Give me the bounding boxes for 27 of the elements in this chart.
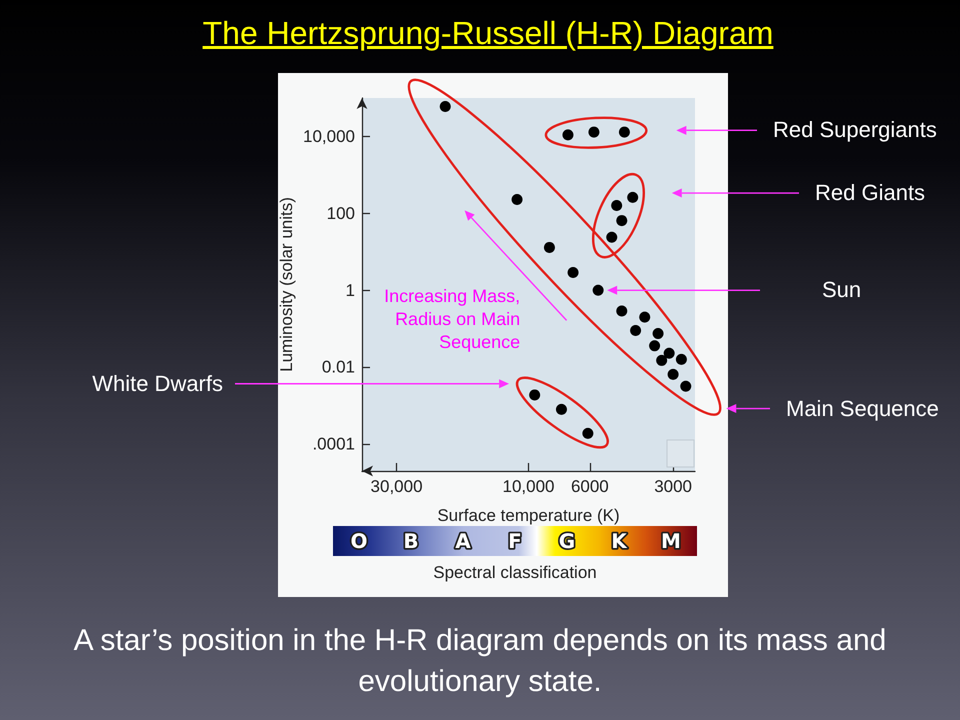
text: White Dwarfs — [92, 370, 223, 397]
y-axis-title: Luminosity (solar units) — [277, 197, 296, 372]
text: Spectral classification — [432, 563, 598, 583]
x-tick-label: 3000 — [654, 477, 692, 496]
annotation: Increasing Mass, Radius on Main Sequence — [383, 285, 520, 354]
x-tick-label: 6000 — [570, 477, 609, 496]
chart-title: The Hertzsprung-Russell (H-R) Diagram — [202, 15, 774, 52]
y-tick-label: 10,000 — [303, 126, 355, 146]
text: A star’s position in the H-R diagram depends on its mass and evolutionary state. — [72, 623, 888, 700]
x-tick-label: 10,000 — [502, 477, 554, 496]
text: A — [455, 529, 472, 553]
text: O — [350, 529, 368, 553]
text: K — [611, 529, 628, 553]
text: Sun — [822, 277, 862, 304]
text: Red Supergiants — [773, 117, 937, 144]
y-tick-label: 100 — [326, 204, 355, 223]
text: M — [661, 529, 681, 553]
text: Main Sequence — [786, 396, 939, 422]
text: B — [403, 529, 419, 553]
text: F — [508, 529, 522, 553]
text: Red Giants — [815, 180, 926, 206]
x-tick-label: 30,000 — [370, 477, 423, 496]
x-axis-title: Surface temperature (K) — [437, 506, 620, 525]
y-tick-label: 1 — [346, 280, 355, 300]
text: G — [558, 529, 576, 553]
y-tick-label: 0.01 — [322, 358, 355, 377]
y-tick-label: .0001 — [312, 434, 355, 454]
